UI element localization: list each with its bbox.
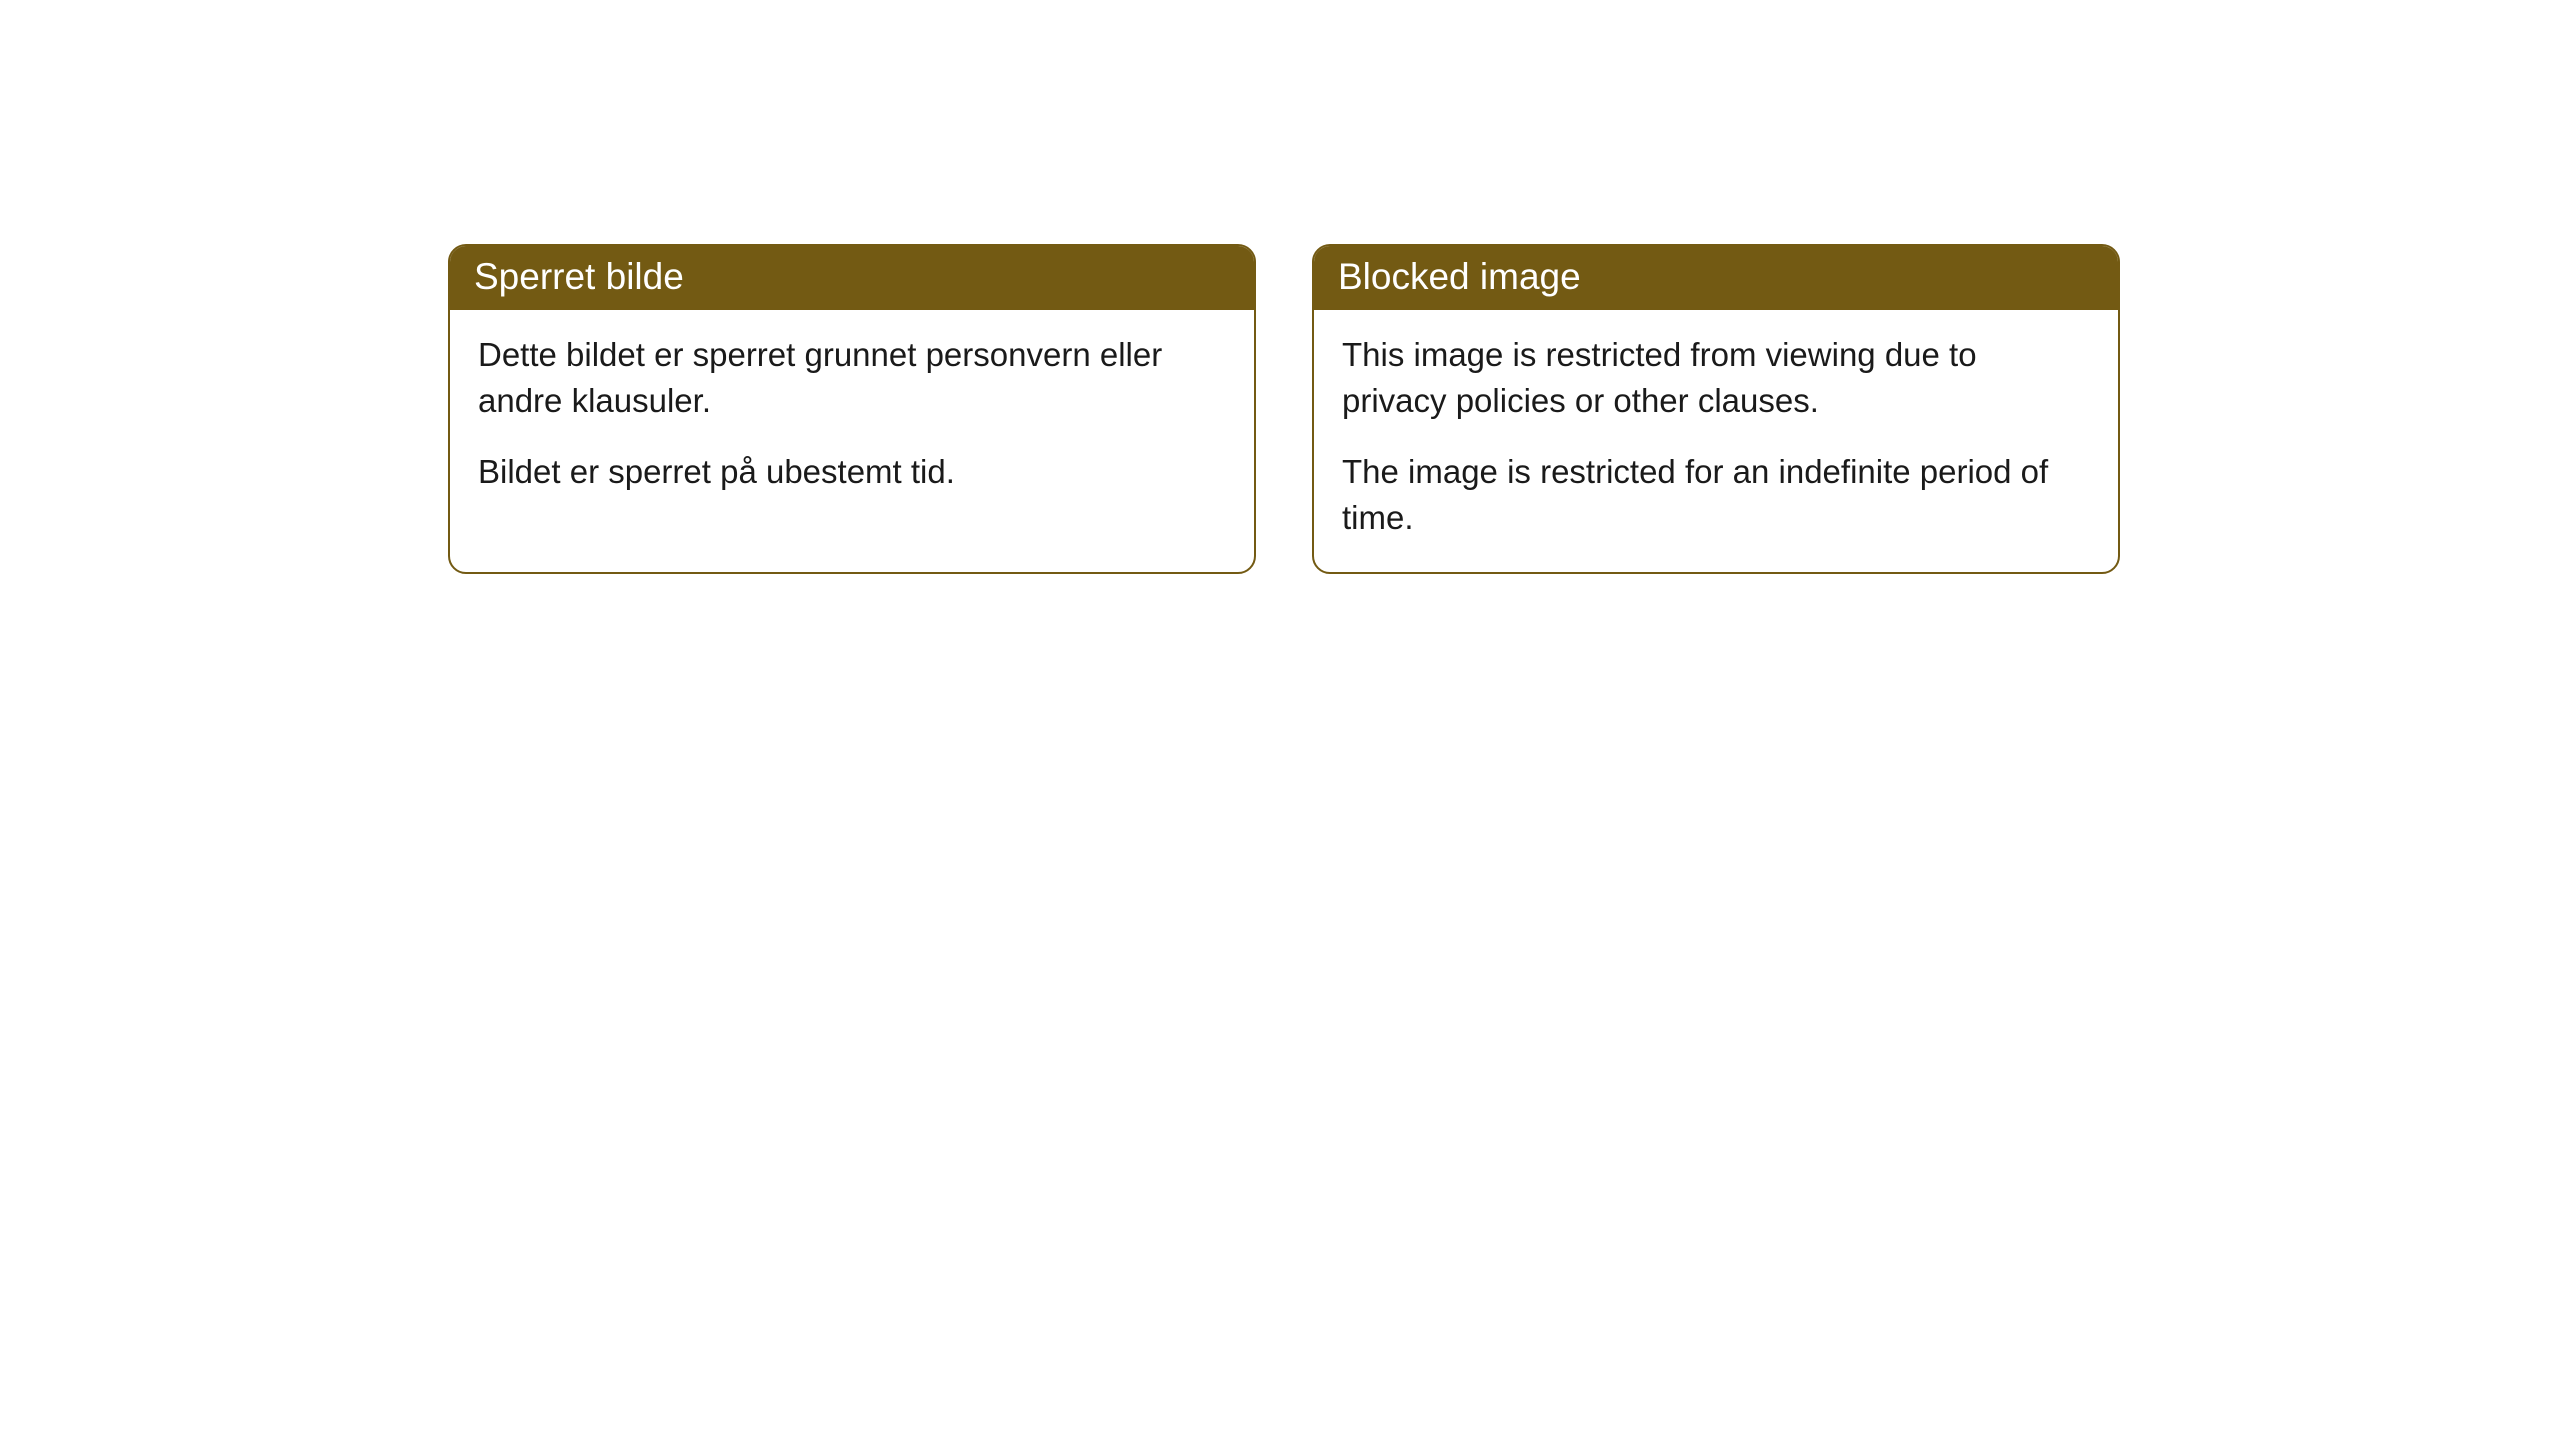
card-header: Blocked image	[1314, 246, 2118, 310]
blocked-image-card-norwegian: Sperret bilde Dette bildet er sperret gr…	[448, 244, 1256, 574]
card-title: Sperret bilde	[474, 256, 684, 297]
card-paragraph: The image is restricted for an indefinit…	[1342, 449, 2090, 540]
card-header: Sperret bilde	[450, 246, 1254, 310]
cards-container: Sperret bilde Dette bildet er sperret gr…	[448, 244, 2120, 574]
card-body: Dette bildet er sperret grunnet personve…	[450, 310, 1254, 527]
card-body: This image is restricted from viewing du…	[1314, 310, 2118, 572]
card-title: Blocked image	[1338, 256, 1581, 297]
card-paragraph: This image is restricted from viewing du…	[1342, 332, 2090, 423]
card-paragraph: Dette bildet er sperret grunnet personve…	[478, 332, 1226, 423]
blocked-image-card-english: Blocked image This image is restricted f…	[1312, 244, 2120, 574]
card-paragraph: Bildet er sperret på ubestemt tid.	[478, 449, 1226, 495]
